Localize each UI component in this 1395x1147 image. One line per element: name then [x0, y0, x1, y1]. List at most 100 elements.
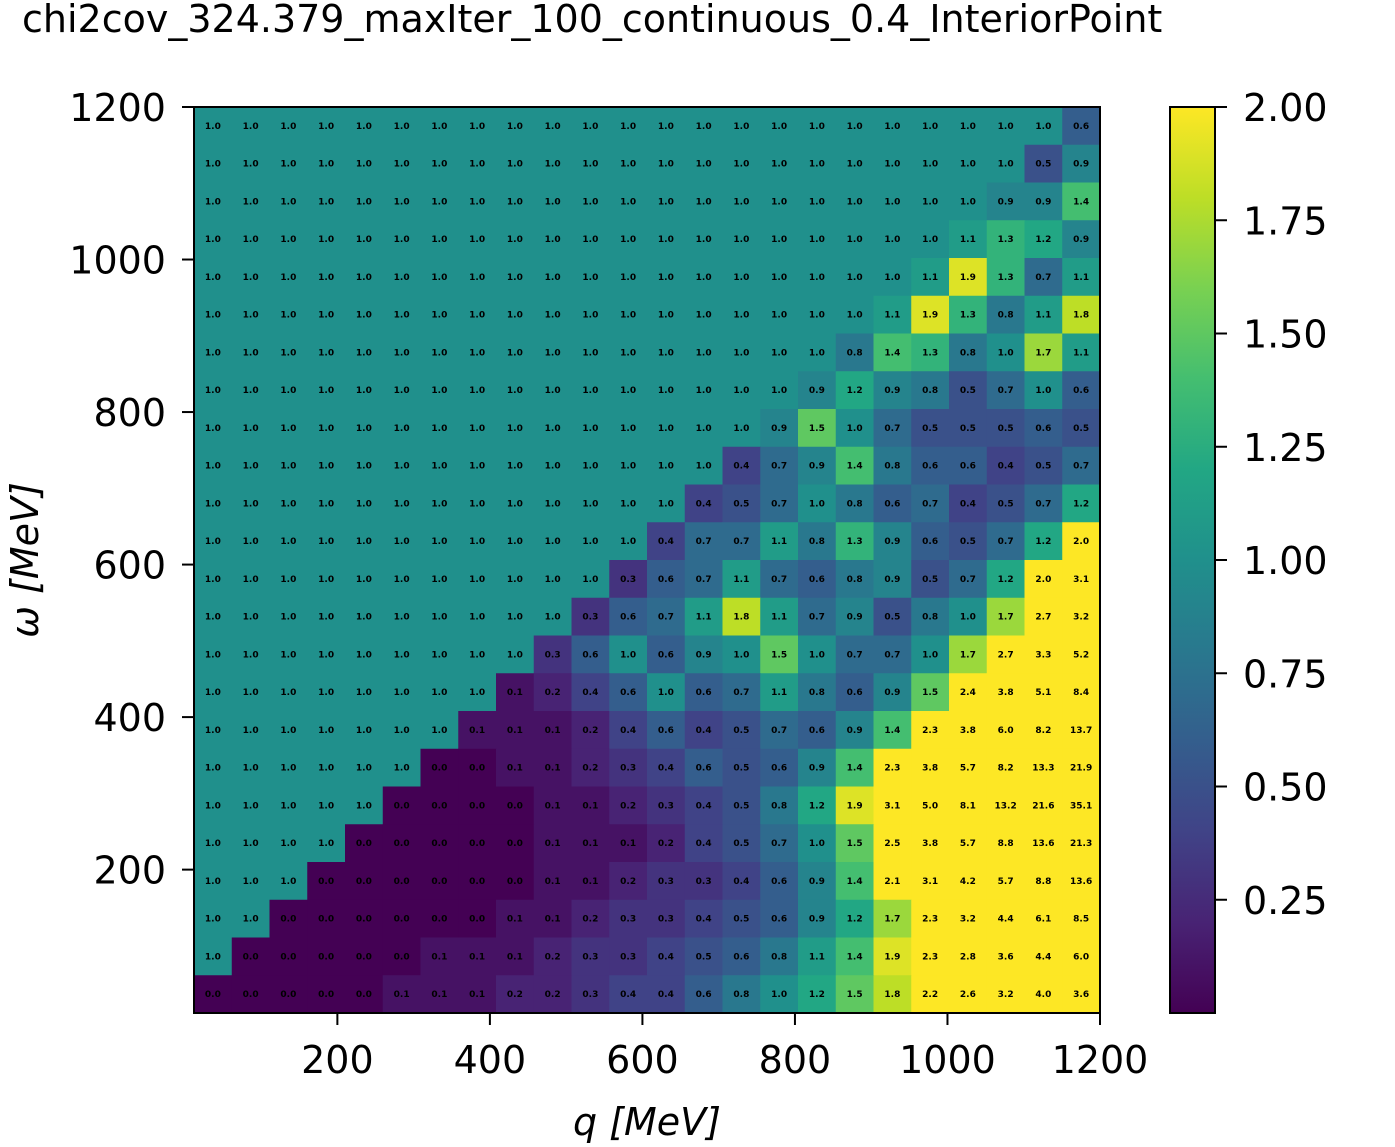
- cell-value-label: 1.0: [620, 348, 636, 358]
- cell-value-label: 1.0: [847, 424, 863, 434]
- heatmap-cell: [647, 220, 686, 259]
- cell-value-label: 1.0: [318, 386, 334, 396]
- cell-value-label: 0.0: [507, 839, 523, 849]
- cell-value-label: 0.3: [620, 952, 636, 962]
- heatmap-cell: [1062, 144, 1101, 184]
- heatmap-cell: [760, 975, 799, 1014]
- heatmap-cell: [269, 786, 308, 825]
- cell-value-label: 0.5: [733, 499, 749, 509]
- heatmap-cell: [194, 862, 233, 901]
- heatmap-cell: [269, 182, 308, 221]
- cell-value-label: 3.2: [998, 990, 1014, 1000]
- cell-value-label: 1.0: [205, 726, 221, 736]
- heatmap-cell: [533, 295, 573, 335]
- cell-value-label: 0.4: [620, 726, 636, 736]
- heatmap-cell: [647, 182, 686, 221]
- heatmap-cell: [458, 220, 497, 259]
- cell-value-label: 21.9: [1070, 764, 1092, 774]
- heatmap-cell: [1024, 333, 1063, 372]
- cell-value-label: 1.1: [922, 273, 938, 283]
- cell-value-label: 1.0: [771, 990, 787, 1000]
- cell-value-label: 1.0: [469, 650, 485, 660]
- cell-value-label: 1.1: [771, 537, 787, 547]
- cell-value-label: 1.0: [469, 160, 485, 170]
- cell-value-label: 0.5: [998, 424, 1014, 434]
- cell-value-label: 1.3: [998, 235, 1014, 245]
- heatmap-cell: [609, 975, 648, 1014]
- heatmap-cell: [458, 371, 497, 410]
- cell-value-label: 1.0: [280, 650, 296, 660]
- heatmap-cell: [722, 899, 761, 939]
- heatmap-cell: [684, 371, 724, 410]
- heatmap-cell: [571, 446, 610, 486]
- heatmap-cell: [194, 748, 233, 788]
- heatmap-cell: [420, 862, 459, 901]
- heatmap-cell: [684, 786, 724, 825]
- heatmap-cell: [722, 258, 761, 297]
- cell-value-label: 1.1: [733, 575, 749, 585]
- cell-value-label: 1.0: [582, 424, 598, 434]
- cell-value-label: 3.1: [922, 877, 938, 887]
- cell-value-label: 0.7: [733, 688, 749, 698]
- heatmap-cell: [533, 484, 573, 523]
- cell-value-label: 3.6: [1073, 990, 1089, 1000]
- heatmap-cell: [986, 333, 1026, 372]
- cell-value-label: 1.0: [998, 348, 1014, 358]
- cell-value-label: 1.0: [356, 764, 372, 774]
- heatmap-cell: [382, 333, 422, 372]
- heatmap-cell: [307, 258, 346, 297]
- cell-value-label: 2.3: [922, 915, 938, 925]
- colorbar: [1169, 106, 1216, 1014]
- cell-value-label: 0.0: [469, 839, 485, 849]
- cell-value-label: 0.1: [545, 726, 561, 736]
- heatmap-cell: [835, 295, 875, 335]
- heatmap-cell: [382, 220, 422, 259]
- heatmap-cell: [231, 295, 271, 335]
- heatmap-cell: [382, 144, 422, 184]
- heatmap-cell: [382, 711, 422, 750]
- heatmap-cell: [571, 295, 610, 335]
- heatmap-cell: [835, 220, 875, 259]
- cell-value-label: 1.0: [658, 348, 674, 358]
- cell-value-label: 0.5: [960, 537, 976, 547]
- cell-value-label: 1.0: [356, 688, 372, 698]
- cell-value-label: 0.1: [545, 915, 561, 925]
- heatmap-cell: [194, 786, 233, 825]
- heatmap-cell: [609, 333, 648, 372]
- heatmap-cell: [873, 107, 912, 146]
- cell-value-label: 1.0: [809, 650, 825, 660]
- heatmap-cell: [420, 786, 459, 825]
- heatmap-cell: [382, 484, 422, 523]
- cell-value-label: 0.7: [884, 650, 900, 660]
- cell-value-label: 0.4: [658, 952, 674, 962]
- cell-value-label: 1.0: [431, 386, 447, 396]
- cell-value-label: 1.0: [582, 160, 598, 170]
- cell-value-label: 0.9: [809, 462, 825, 472]
- x-tick-label: 1000: [899, 1038, 996, 1082]
- heatmap-cell: [986, 975, 1026, 1014]
- heatmap-cell: [345, 295, 384, 335]
- heatmap-cell: [345, 258, 384, 297]
- cell-value-label: 1.7: [1035, 348, 1051, 358]
- heatmap-cell: [647, 824, 686, 863]
- heatmap-cell: [798, 333, 837, 372]
- cell-value-label: 0.0: [356, 877, 372, 887]
- heatmap-cell: [647, 484, 686, 523]
- heatmap-cell: [647, 937, 686, 976]
- cell-value-label: 0.0: [431, 839, 447, 849]
- cell-value-label: 1.0: [658, 311, 674, 321]
- heatmap-cell: [458, 560, 497, 599]
- heatmap-cell: [269, 711, 308, 750]
- cell-value-label: 1.0: [922, 160, 938, 170]
- cell-value-label: 1.0: [733, 122, 749, 132]
- heatmap-cell: [835, 484, 875, 523]
- cell-value-label: 1.1: [771, 688, 787, 698]
- cell-value-label: 1.0: [280, 688, 296, 698]
- cell-value-label: 1.0: [771, 160, 787, 170]
- heatmap-cell: [1062, 786, 1101, 825]
- y-tick-label: 800: [93, 391, 166, 435]
- cell-value-label: 0.0: [469, 801, 485, 811]
- heatmap-cell: [307, 786, 346, 825]
- heatmap-cell: [911, 597, 950, 637]
- heatmap-cell: [1062, 522, 1101, 561]
